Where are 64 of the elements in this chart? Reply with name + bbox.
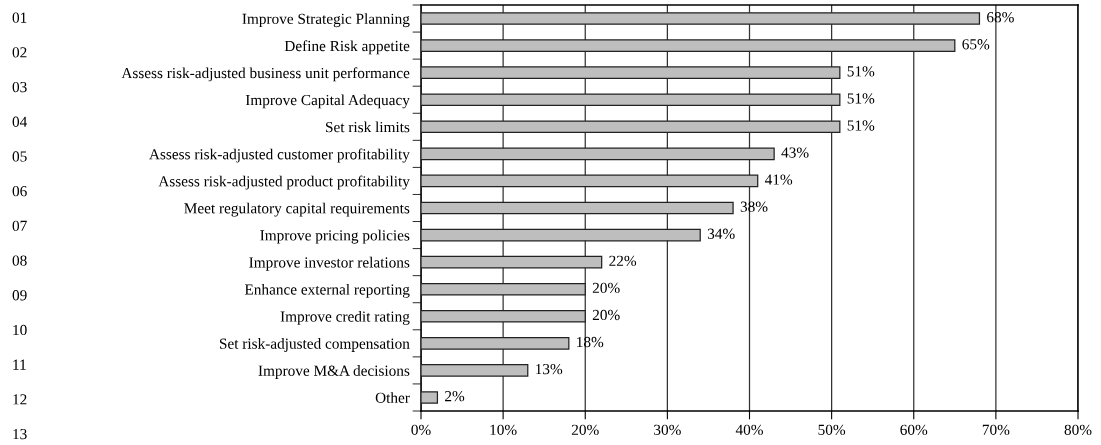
y-tick-label: Define Risk appetite	[284, 40, 410, 55]
text: 12	[13, 394, 27, 405]
data-label: 20%	[592, 282, 620, 294]
y-tick-label: Improve Strategic Planning	[242, 13, 410, 28]
bar	[421, 337, 570, 350]
bar	[421, 228, 701, 242]
bar	[421, 201, 734, 215]
bar	[421, 93, 841, 107]
bar	[421, 12, 981, 25]
bar	[421, 255, 603, 269]
x-tick-label: 50%	[818, 424, 846, 435]
data-label: 51%	[847, 120, 875, 131]
x-tick-label: 30%	[654, 424, 681, 435]
y-tick-label: Improve Capital Adequacy	[245, 94, 410, 109]
data-label: 41%	[764, 174, 793, 185]
bar	[421, 174, 759, 188]
y-tick-label: Assess risk-adjusted product profitability	[158, 175, 410, 190]
x-tick-label: 20%	[571, 424, 599, 435]
data-label: 51%	[847, 93, 875, 104]
bar	[421, 391, 439, 404]
bar	[421, 364, 529, 377]
text: 03	[12, 81, 27, 93]
text: 09	[12, 290, 27, 301]
y-tick-label: Improve M&A decisions	[258, 365, 410, 379]
text: 01	[12, 12, 27, 23]
text: 07	[12, 220, 27, 232]
text: 11	[13, 359, 26, 370]
x-tick-label: 60%	[900, 424, 928, 435]
text: 06	[12, 186, 27, 197]
data-label: 51%	[847, 66, 875, 77]
y-tick-label: Set risk limits	[326, 121, 410, 133]
bar	[421, 66, 841, 79]
y-tick-label: Improve credit rating	[280, 310, 410, 325]
bar	[421, 309, 586, 323]
bar	[421, 282, 586, 296]
y-tick-label: Set risk-adjusted compensation	[219, 338, 410, 352]
text: 08	[12, 255, 27, 266]
y-tick-label: Enhance external reporting	[244, 283, 410, 298]
data-label: 43%	[781, 147, 809, 158]
x-tick-label: 80%	[1064, 424, 1092, 435]
text: 05	[12, 151, 27, 162]
y-tick-label: Improve investor relations	[249, 256, 410, 271]
text: 10	[13, 324, 27, 336]
y-tick-label: Meet regulatory capital requirements	[184, 202, 410, 217]
y-tick-label: Improve pricing policies	[260, 229, 410, 244]
bar	[421, 120, 841, 134]
y-tick-label: Assess risk-adjusted customer profitability	[149, 148, 410, 163]
y-tick-label: Other	[375, 392, 410, 403]
text: 04	[12, 116, 28, 127]
data-label: 20%	[592, 309, 620, 321]
data-label: 13%	[536, 363, 563, 375]
data-label: 65%	[962, 39, 990, 50]
y-tick-label: Assess risk-adjusted business unit performance	[121, 67, 410, 82]
bar	[421, 147, 775, 161]
data-label: 34%	[707, 228, 735, 239]
x-tick-label: 70%	[982, 424, 1010, 435]
x-tick-label: 0%	[411, 424, 431, 435]
x-tick-label: 10%	[490, 424, 517, 435]
x-tick-label: 40%	[735, 424, 763, 435]
bar	[421, 39, 956, 52]
text: 02	[12, 47, 27, 58]
data-label: 2%	[445, 390, 465, 402]
data-label: 22%	[609, 255, 637, 267]
text: 13	[13, 428, 27, 440]
